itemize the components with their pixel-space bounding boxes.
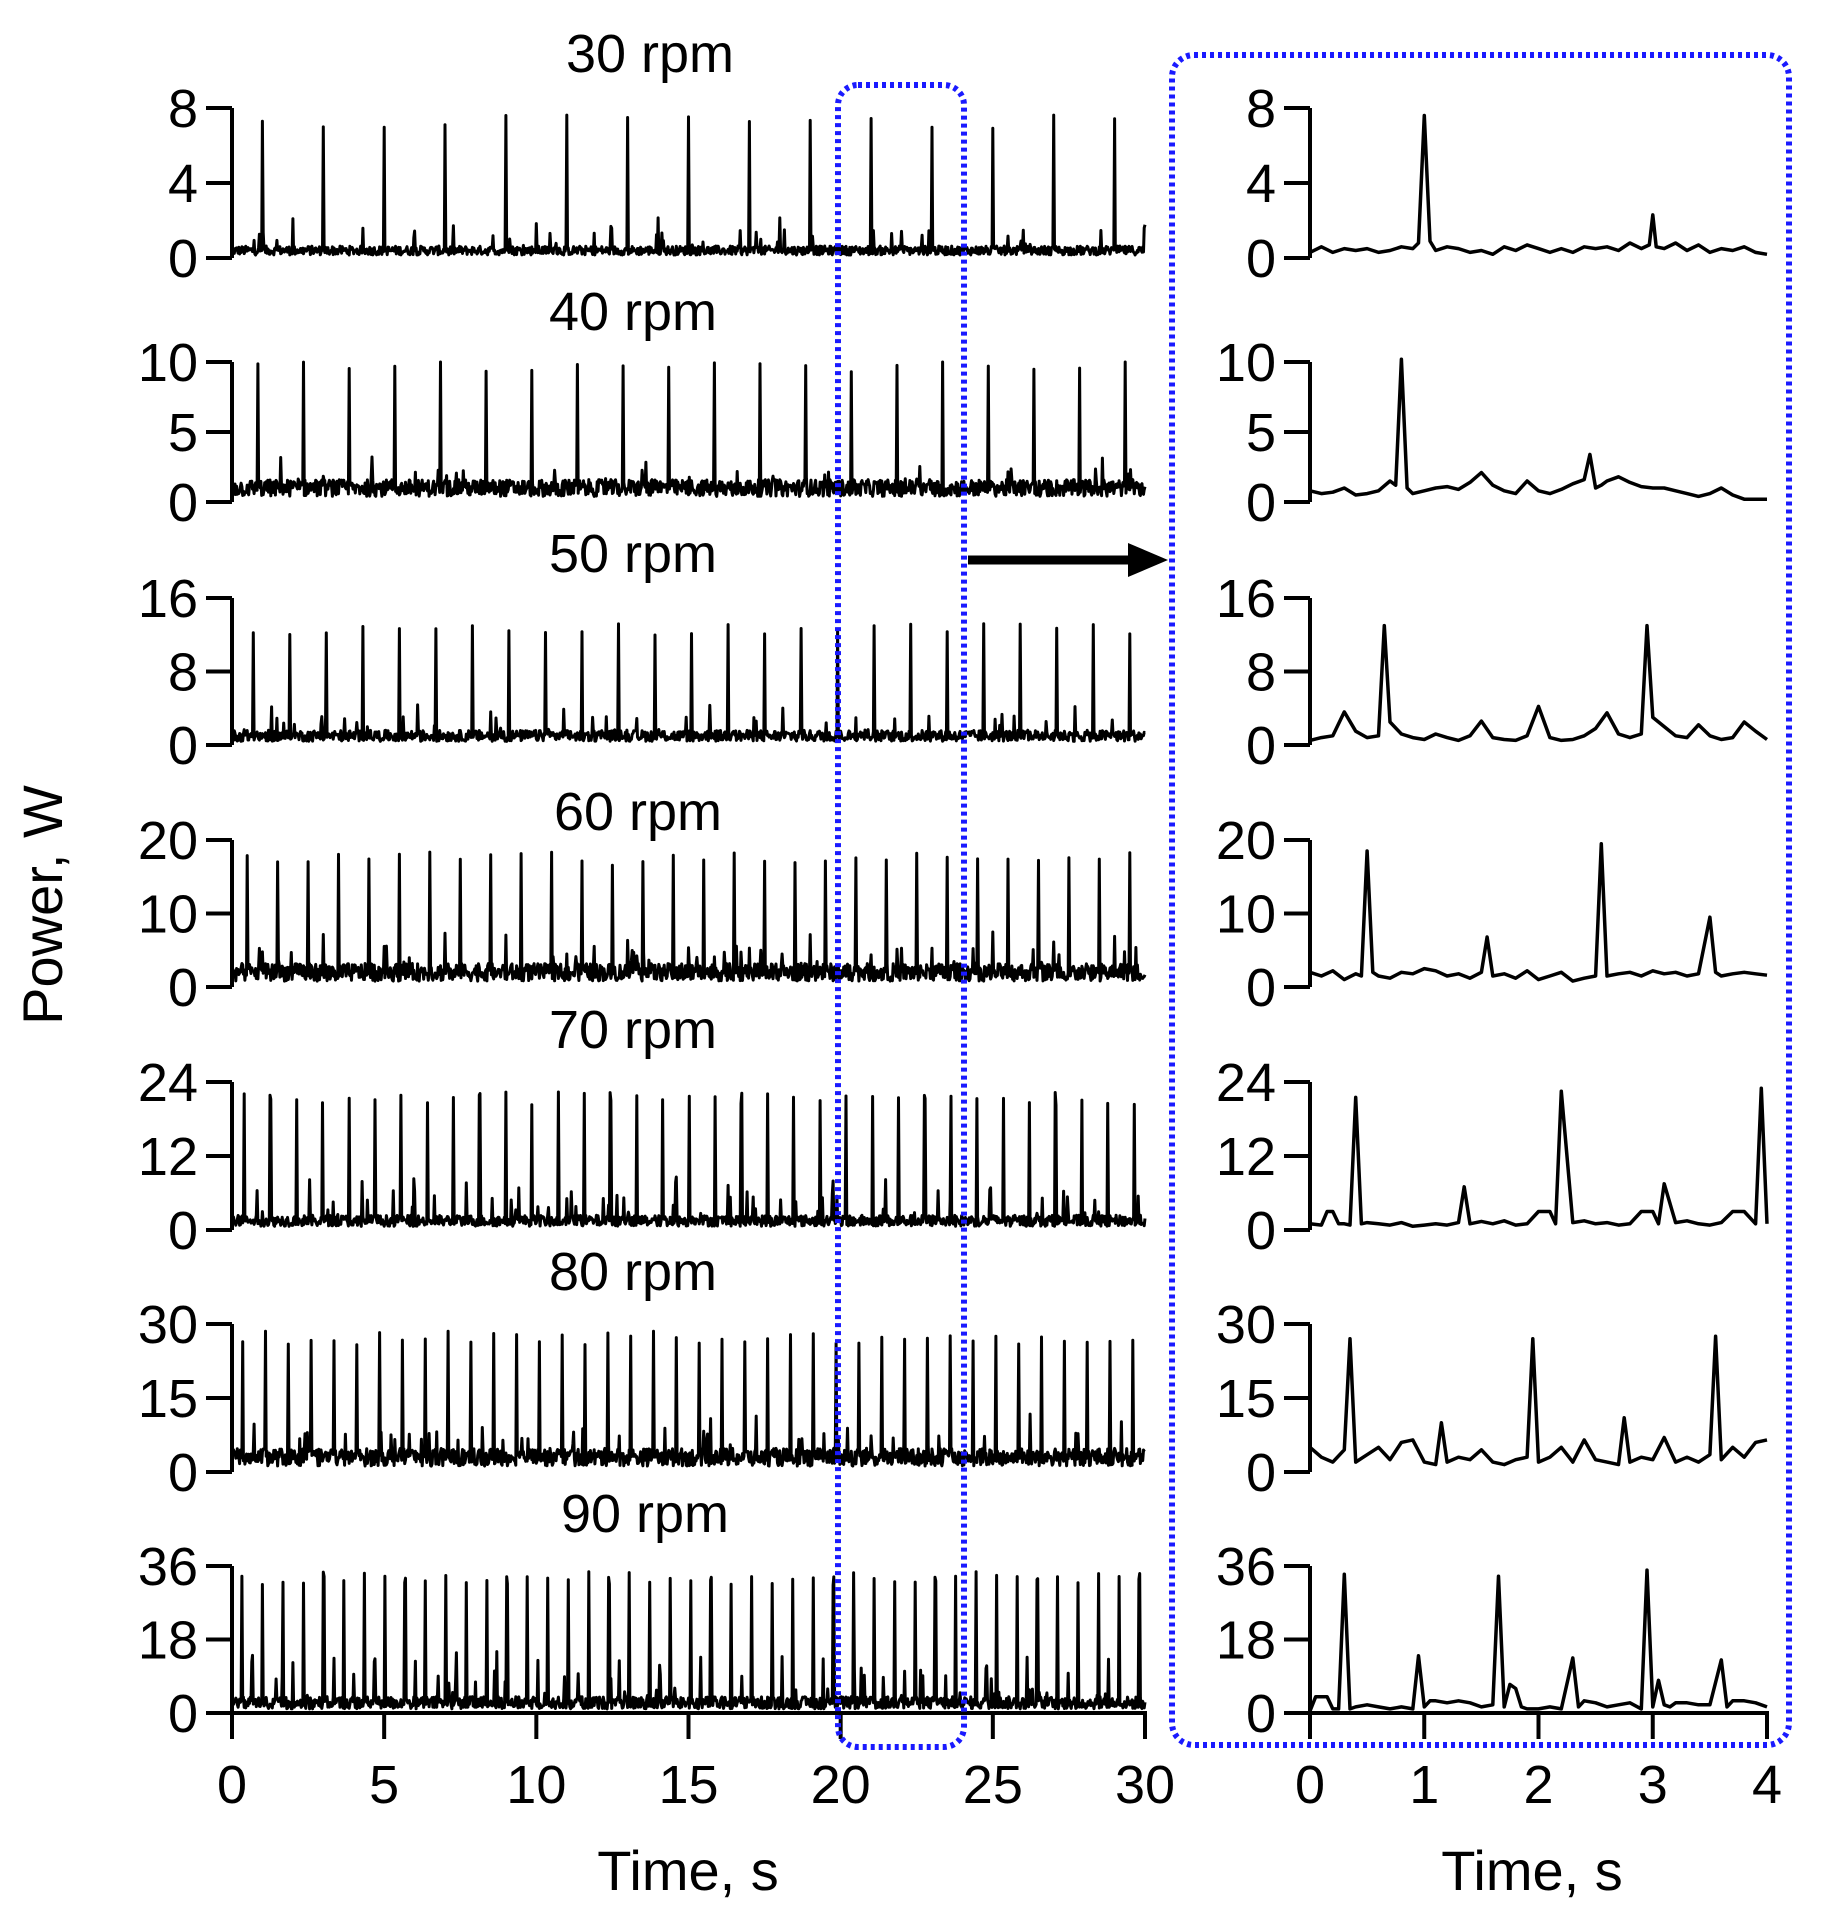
zoom-arrow	[968, 543, 1168, 577]
left-series-line-6	[230, 1570, 1147, 1711]
right-y-tick-label-2-1: 8	[1246, 643, 1276, 703]
right-series-line-5	[1308, 1334, 1768, 1467]
left-x-tick-label-6: 30	[1115, 1755, 1175, 1815]
left-y-tick-label-5-2: 30	[138, 1295, 198, 1355]
panel-title-50rpm: 50 rpm	[549, 524, 717, 584]
right-y-tick-label-6-1: 18	[1216, 1611, 1276, 1671]
left-y-tick-label-0-0: 0	[168, 229, 198, 289]
right-x-tick-label-3: 3	[1638, 1755, 1668, 1815]
left-x-axis: 0 5 10 15 20 25 30	[217, 1711, 1175, 1815]
y-axis-title: Power, W	[11, 785, 74, 1025]
right-x-tick-label-0: 0	[1295, 1755, 1325, 1815]
right-x-tick-label-4: 4	[1752, 1755, 1782, 1815]
left-series-line-2	[230, 622, 1146, 743]
right-y-tick-label-2-2: 16	[1216, 569, 1276, 629]
left-y-tick-label-5-0: 0	[168, 1443, 198, 1503]
right-series-line-0	[1309, 113, 1768, 257]
left-series-line-1	[230, 360, 1147, 498]
right-series-line-2	[1309, 623, 1769, 743]
right-y-tick-label-4-0: 0	[1246, 1201, 1276, 1261]
right-x-axis-title: Time, s	[1441, 1839, 1622, 1902]
right-x-tick-label-2: 2	[1523, 1755, 1553, 1815]
left-y-tick-label-5-1: 15	[138, 1369, 198, 1429]
right-y-tick-label-3-2: 20	[1216, 811, 1276, 871]
right-y-tick-label-3-1: 10	[1216, 885, 1276, 945]
left-x-tick-label-4: 20	[811, 1755, 871, 1815]
left-series-line-0	[231, 113, 1147, 257]
right-x-axis: 0 1 2 3 4	[1295, 1711, 1782, 1815]
left-series-line-4	[230, 1090, 1147, 1228]
left-y-tick-label-1-0: 0	[168, 473, 198, 533]
panel-title-40rpm: 40 rpm	[549, 282, 717, 342]
left-y-tick-label-1-1: 5	[168, 403, 198, 463]
right-y-tick-label-2-0: 0	[1246, 716, 1276, 776]
left-y-tick-label-6-0: 0	[168, 1684, 198, 1744]
left-x-tick-label-2: 10	[506, 1755, 566, 1815]
right-series-line-4	[1309, 1086, 1769, 1229]
right-y-tick-label-5-2: 30	[1216, 1295, 1276, 1355]
right-y-tick-label-1-2: 10	[1216, 333, 1276, 393]
right-x-tick-label-1: 1	[1409, 1755, 1439, 1815]
right-y-tick-label-4-1: 12	[1216, 1127, 1276, 1187]
left-y-tick-label-6-2: 36	[138, 1537, 198, 1597]
left-x-tick-label-0: 0	[217, 1755, 247, 1815]
right-y-tick-label-5-1: 15	[1216, 1369, 1276, 1429]
left-y-tick-label-4-1: 12	[138, 1127, 198, 1187]
left-y-tick-label-4-0: 0	[168, 1201, 198, 1261]
right-panels: 0 4 8 0 5 10 0 8 16 0 10 20 0 12 24 0 15 30 0 18 36	[1216, 79, 1769, 1744]
right-series-line-3	[1309, 841, 1768, 983]
left-series-line-3	[230, 850, 1147, 983]
right-y-tick-label-1-0: 0	[1246, 473, 1276, 533]
panel-title-90rpm: 90 rpm	[561, 1484, 729, 1544]
right-y-tick-label-3-0: 0	[1246, 958, 1276, 1018]
left-panels: 0 4 8 0 5 10 0 8 16 0 10 20 0 12 24 0 15 30 0 18 36	[138, 79, 1147, 1744]
left-y-tick-label-4-2: 24	[138, 1053, 198, 1113]
right-y-tick-label-0-1: 4	[1246, 154, 1276, 214]
left-x-axis-title: Time, s	[597, 1839, 778, 1902]
panel-title-80rpm: 80 rpm	[549, 1242, 717, 1302]
left-x-tick-label-1: 5	[369, 1755, 399, 1815]
left-y-tick-label-6-1: 18	[138, 1611, 198, 1671]
right-y-tick-label-0-0: 0	[1246, 229, 1276, 289]
right-y-tick-label-1-1: 5	[1246, 403, 1276, 463]
right-y-tick-label-5-0: 0	[1246, 1443, 1276, 1503]
left-y-tick-label-0-1: 4	[168, 154, 198, 214]
left-y-tick-label-3-0: 0	[168, 958, 198, 1018]
right-y-tick-label-6-2: 36	[1216, 1537, 1276, 1597]
right-y-tick-label-6-0: 0	[1246, 1684, 1276, 1744]
left-y-tick-label-0-2: 8	[168, 79, 198, 139]
right-series-line-6	[1308, 1568, 1768, 1712]
panel-title-70rpm: 70 rpm	[549, 1000, 717, 1060]
left-y-tick-label-1-2: 10	[138, 333, 198, 393]
panel-title-60rpm: 60 rpm	[554, 782, 722, 842]
left-y-tick-label-2-2: 16	[138, 569, 198, 629]
left-x-tick-label-5: 25	[963, 1755, 1023, 1815]
right-series-line-1	[1309, 357, 1767, 501]
left-series-line-5	[230, 1329, 1146, 1468]
left-y-tick-label-3-1: 10	[138, 885, 198, 945]
right-y-tick-label-0-2: 8	[1246, 79, 1276, 139]
left-x-tick-label-3: 15	[658, 1755, 718, 1815]
panel-title-30rpm: 30 rpm	[566, 24, 734, 84]
highlight-window-box	[835, 82, 967, 1750]
left-y-tick-label-2-0: 0	[168, 716, 198, 776]
left-y-tick-label-2-1: 8	[168, 643, 198, 703]
left-y-tick-label-3-2: 20	[138, 811, 198, 871]
right-y-tick-label-4-2: 24	[1216, 1053, 1276, 1113]
